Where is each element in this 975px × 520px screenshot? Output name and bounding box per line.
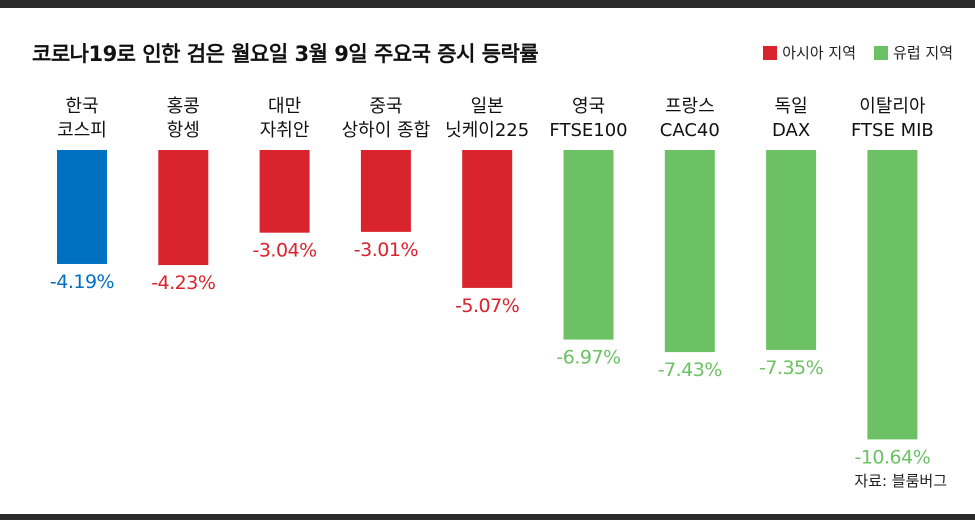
category-label: 코스피 xyxy=(57,120,107,141)
bar xyxy=(57,150,107,264)
legend-item-asia: 아시아 지역 xyxy=(763,42,856,63)
category-label: 한국 xyxy=(65,96,98,117)
bottom-border xyxy=(0,514,975,520)
legend: 아시아 지역 유럽 지역 xyxy=(763,42,953,63)
category-label: FTSE MIB xyxy=(851,120,934,141)
category-label: 이탈리아 xyxy=(859,96,926,117)
value-label: -4.23% xyxy=(151,272,215,294)
category-label: 중국 xyxy=(369,96,402,117)
bar xyxy=(462,150,513,288)
category-label: 대만 xyxy=(268,96,301,117)
value-label: -7.43% xyxy=(658,359,722,381)
bar xyxy=(563,150,614,340)
category-label: 영국 xyxy=(572,96,605,117)
category-label: 홍콩 xyxy=(167,96,200,117)
bar xyxy=(360,150,411,232)
value-label: -7.35% xyxy=(759,357,823,379)
legend-swatch-europe xyxy=(874,45,889,60)
category-label: DAX xyxy=(772,120,810,141)
legend-label-europe: 유럽 지역 xyxy=(893,44,953,62)
category-label: FTSE100 xyxy=(549,120,627,141)
bar xyxy=(158,150,209,266)
chart-title: 코로나19로 인한 검은 월요일 3월 9일 주요국 증시 등락률 xyxy=(32,42,539,66)
value-label: -4.19% xyxy=(50,271,114,293)
value-label: -6.97% xyxy=(556,347,620,369)
legend-label-asia: 아시아 지역 xyxy=(782,44,857,62)
value-label: -10.64% xyxy=(854,446,930,468)
bar xyxy=(664,150,715,353)
bar xyxy=(766,150,817,350)
legend-item-europe: 유럽 지역 xyxy=(874,42,953,63)
value-label: -3.01% xyxy=(354,239,418,261)
category-label: CAC40 xyxy=(660,120,720,141)
value-label: -3.04% xyxy=(252,240,316,262)
category-label: 상하이 종합 xyxy=(342,120,431,141)
category-label: 독일 xyxy=(775,96,808,117)
bar xyxy=(259,150,310,233)
category-label: 일본 xyxy=(471,96,504,117)
bar xyxy=(867,150,918,440)
legend-swatch-asia xyxy=(763,45,778,60)
category-label: 프랑스 xyxy=(665,96,715,117)
category-label: 항셍 xyxy=(167,120,200,141)
value-label: -5.07% xyxy=(455,295,519,317)
source-note: 자료: 블룸버그 xyxy=(854,472,947,490)
category-label: 자취안 xyxy=(260,120,310,141)
category-label: 닛케이225 xyxy=(445,120,529,141)
top-border xyxy=(0,0,975,8)
